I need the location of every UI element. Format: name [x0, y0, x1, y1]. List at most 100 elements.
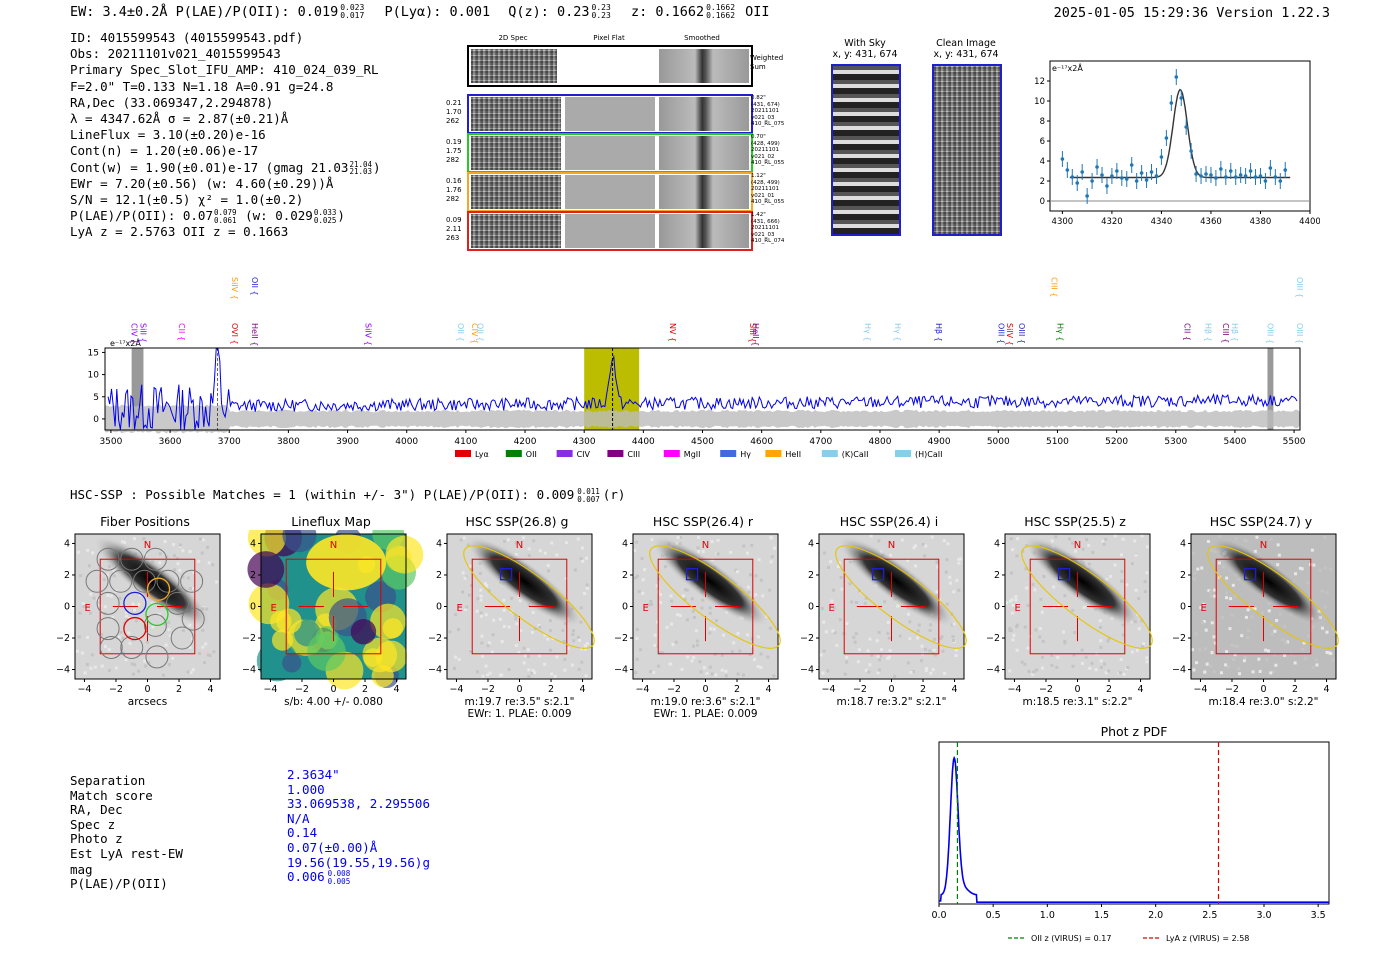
aperture-ellipse	[835, 545, 967, 649]
sky-noise-pixel	[1293, 572, 1297, 576]
data-point	[1169, 101, 1174, 105]
y-tick-label: 10	[88, 371, 100, 381]
line-id-label: Hγ {	[863, 323, 872, 341]
sky-noise-pixel	[1200, 566, 1204, 570]
sky-noise-pixel	[533, 671, 537, 675]
sky-noise-pixel	[649, 599, 653, 603]
cutout-amp: 410_RL_055	[751, 160, 785, 166]
sky-noise-pixel	[479, 611, 483, 615]
sky-noise-pixel	[514, 617, 518, 621]
sky-noise-pixel	[142, 537, 146, 541]
line-fit-unit: e⁻¹⁷x2Å	[1052, 62, 1083, 73]
sky-noise-pixel	[888, 649, 892, 653]
info-cont-w: Cont(w) = 1.90(±0.01)e-17 (gmag 21.0321.…	[70, 159, 381, 177]
x-tick-label: 5500	[1283, 437, 1306, 447]
weighted-2d-spec	[471, 49, 557, 83]
cutout-exposure: 263	[446, 234, 460, 242]
sky-noise-pixel	[1243, 655, 1247, 659]
x-tick-label: 4	[394, 684, 400, 695]
sky-noise-pixel	[708, 631, 712, 635]
sky-noise-pixel	[1134, 553, 1138, 557]
cutout-row-stats: 0.21 1.70 262	[446, 99, 466, 126]
x-tick-label: 4400	[1299, 217, 1320, 227]
cutout-row-meta: 1.42" (431, 666) 20211101 v021_03 410_RL_074	[751, 212, 795, 245]
cutout-xy: (428, 499)	[751, 179, 780, 186]
legend-swatch	[505, 450, 522, 457]
fiber-circle	[85, 569, 109, 593]
sky-noise-pixel	[502, 608, 506, 612]
sky-noise-pixel	[670, 622, 674, 626]
fiber-circle	[143, 547, 167, 571]
cutout-panel-4: HSC SSP(26.4) r N E −4 −4 −2 −2 0 0 2 2 4 4 m:19.0 re…	[608, 512, 798, 722]
galaxy-blob	[1023, 535, 1141, 627]
sky-noise-pixel	[1276, 563, 1280, 567]
header-qz-range: 0.23 0.23	[591, 3, 611, 20]
data-point	[1129, 163, 1134, 167]
x-tick-label: 2	[1106, 684, 1112, 695]
fiber-green	[145, 602, 169, 627]
data-point	[1149, 170, 1154, 174]
sky-noise-pixel	[208, 653, 212, 657]
with-sky-image	[831, 64, 901, 236]
cutout-row-meta: 0.82" (431, 674) 20211101 v021_03 410_RL_075	[751, 95, 795, 128]
sky-noise-pixel	[1209, 594, 1213, 598]
sky-noise-pixel	[571, 632, 575, 636]
lineflux-blob	[382, 618, 403, 639]
sky-noise-pixel	[127, 631, 131, 635]
y-tick-label: −4	[800, 665, 814, 676]
col-2d-spec: 2D Spec	[498, 34, 528, 42]
sky-noise-pixel	[768, 588, 772, 592]
sky-noise-pixel	[112, 574, 116, 578]
x-tick-label: −2	[295, 684, 309, 695]
line-id-label: Hβ {	[934, 323, 943, 342]
sky-noise-pixel	[163, 540, 167, 544]
data-point	[1060, 157, 1065, 161]
y-tick-label: 0	[93, 415, 99, 425]
cutout-xy: (431, 674)	[751, 101, 780, 108]
data-point	[1174, 75, 1179, 79]
cutout-row: 0.16 1.76 282 1.12" (428, 499) 20211101 v021_…	[446, 172, 794, 212]
legend-swatch	[895, 450, 911, 457]
sky-noise-pixel	[826, 565, 830, 569]
sky-noise-pixel	[1137, 627, 1141, 631]
sky-noise-pixel	[507, 625, 511, 629]
line-id-label: SiII {	[139, 323, 148, 343]
x-tick-label: 3.5	[1311, 910, 1326, 921]
sky-noise-pixel	[1233, 653, 1237, 657]
cutout-exposure: 282	[446, 156, 460, 164]
y-tick-label: 8	[1040, 117, 1045, 127]
sky-noise-pixel	[893, 674, 897, 678]
line-id-label: OIII {	[1266, 323, 1275, 344]
sky-noise-pixel	[750, 637, 754, 641]
sky-noise-pixel	[105, 573, 109, 577]
sky-noise-pixel	[835, 643, 839, 647]
sky-noise-pixel	[581, 559, 585, 563]
catalog-match-box	[685, 568, 699, 581]
sky-noise-pixel	[100, 633, 104, 637]
sky-noise-pixel	[1212, 635, 1216, 639]
sky-noise-pixel	[1265, 658, 1269, 662]
y-tick-label: 0	[808, 602, 814, 613]
sky-noise-pixel	[578, 638, 582, 642]
sky-noise-pixel	[1071, 608, 1075, 612]
sky-noise-pixel	[845, 655, 849, 659]
cutout-amp: 410_RL_074	[751, 238, 785, 244]
sky-noise-pixel	[548, 619, 552, 623]
sky-noise-pixel	[1301, 648, 1305, 652]
data-point	[1253, 175, 1258, 179]
sky-noise-pixel	[948, 575, 952, 579]
sky-noise-pixel	[190, 637, 194, 641]
sky-noise-pixel	[546, 569, 550, 573]
fiber-circle	[145, 645, 169, 669]
x-tick-label: 4340	[1151, 217, 1173, 227]
x-tick-label: 0	[1074, 684, 1080, 695]
sky-noise-pixel	[503, 539, 507, 543]
sky-noise-pixel	[1071, 664, 1075, 668]
x-tick-label: 4	[1138, 684, 1144, 695]
sky-noise-pixel	[1204, 628, 1208, 632]
sky-noise-pixel	[665, 625, 669, 629]
x-tick-label: 2.0	[1148, 910, 1163, 921]
sky-noise-pixel	[1300, 567, 1304, 571]
sky-noise-pixel	[130, 662, 134, 666]
photz-title: Phot z PDF	[1101, 724, 1168, 739]
